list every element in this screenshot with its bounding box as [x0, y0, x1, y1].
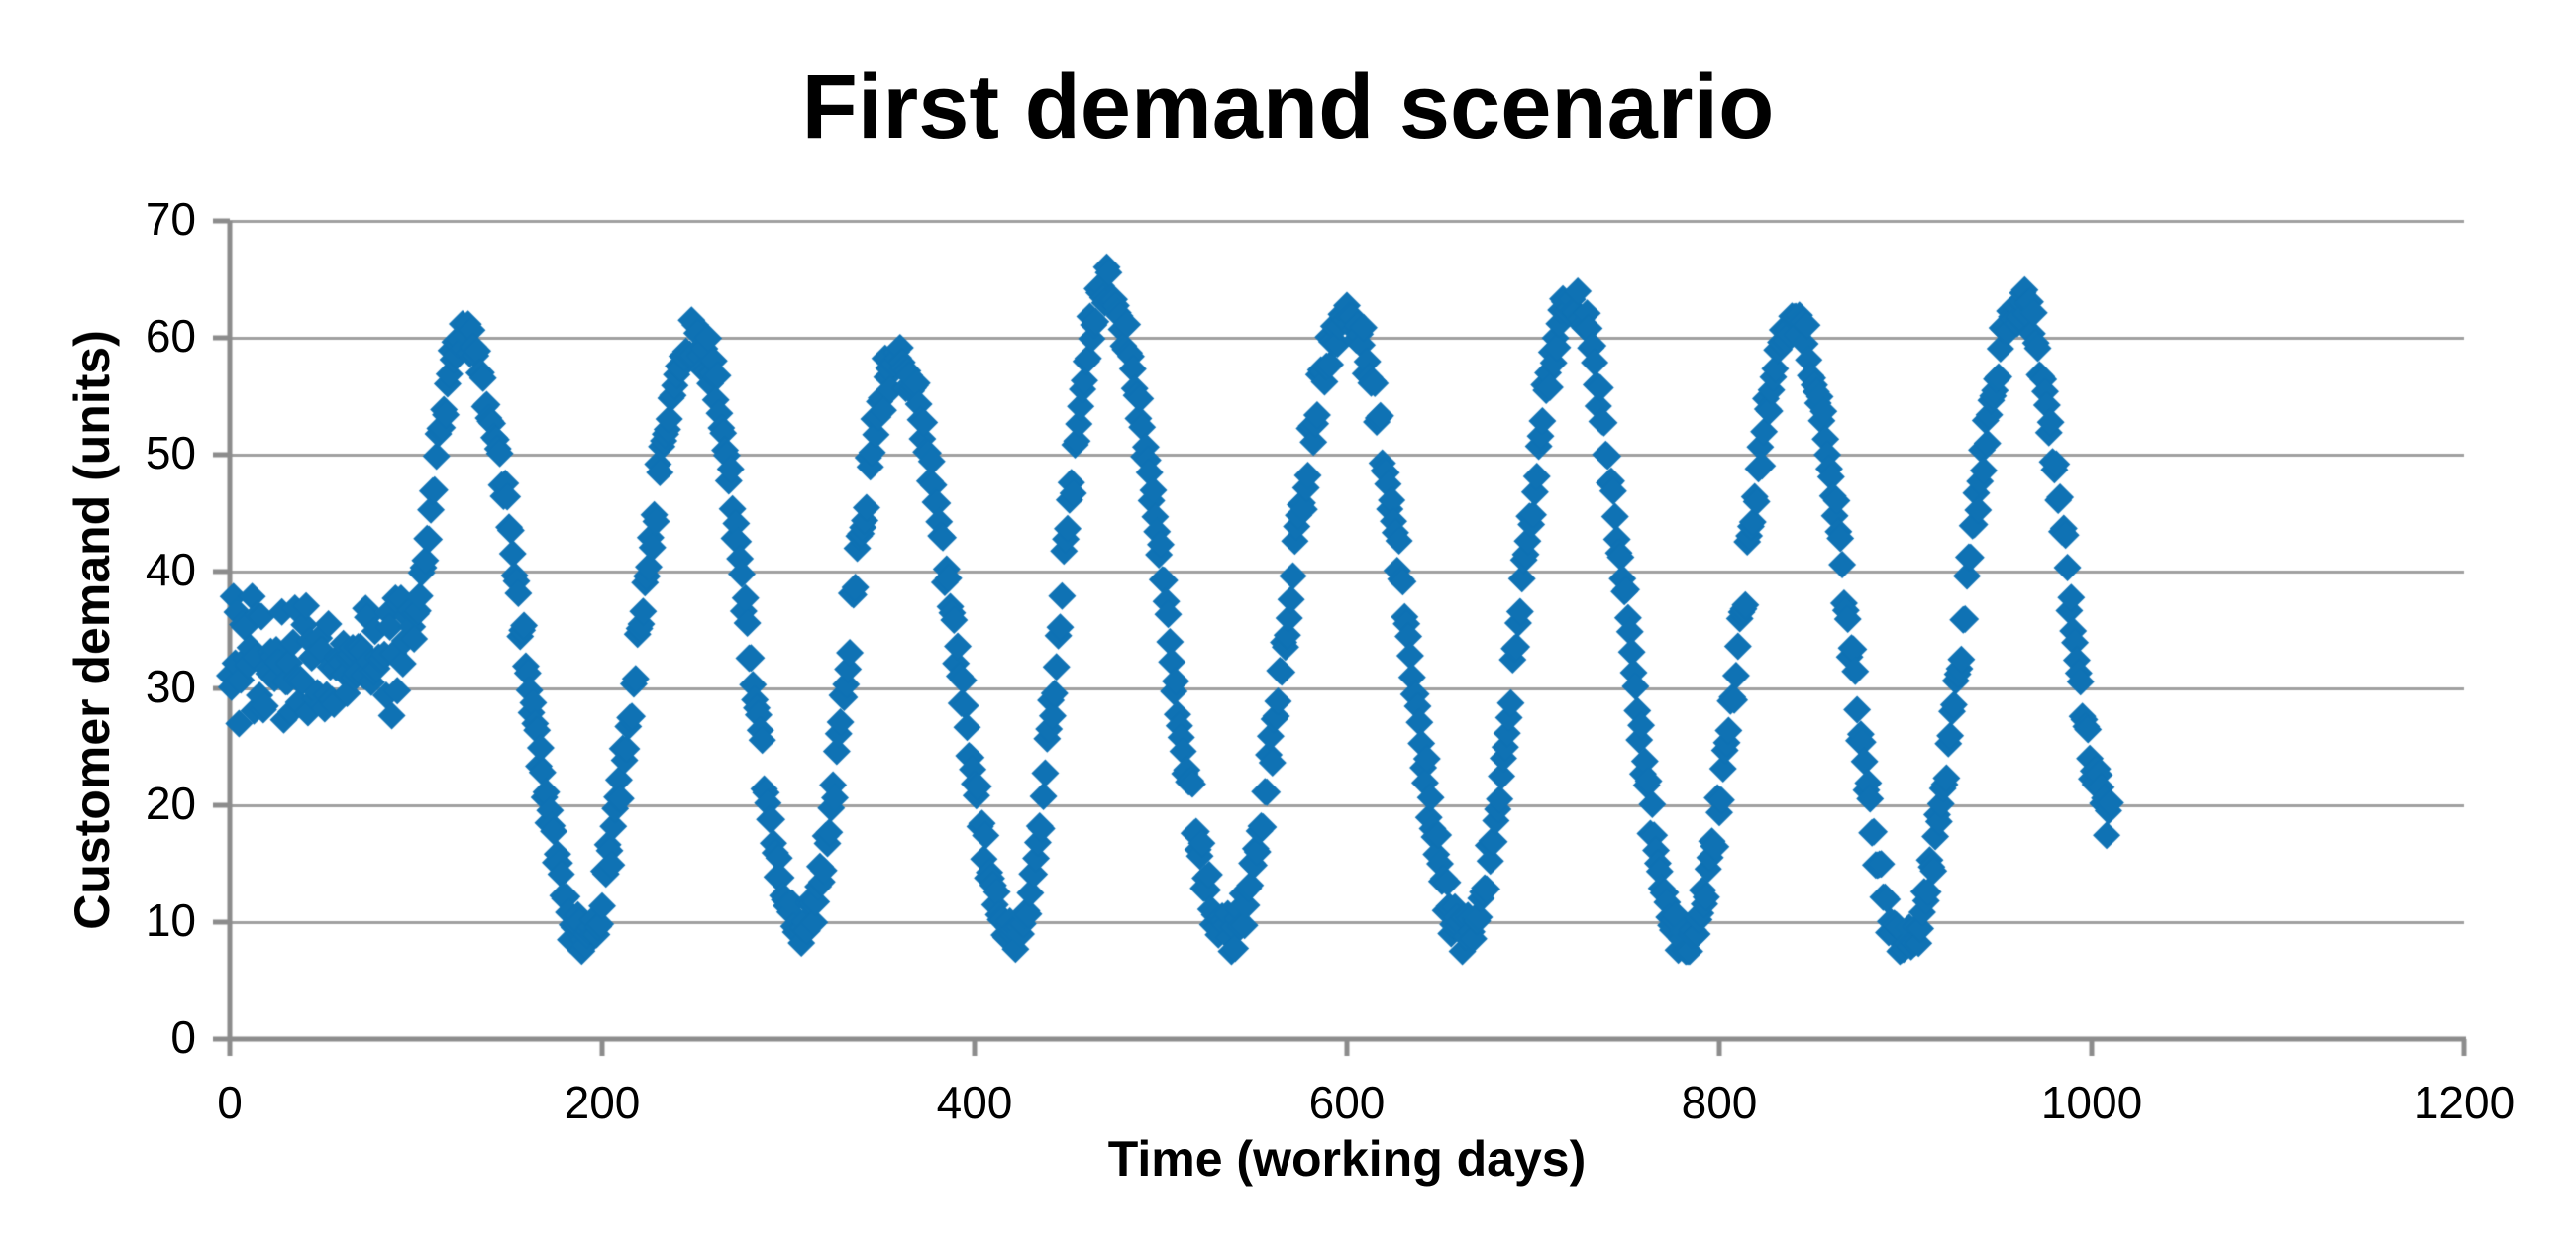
x-tick-label: 600: [1308, 1077, 1386, 1128]
x-tick-label: 1200: [2413, 1077, 2516, 1128]
x-tick-label: 1000: [2040, 1077, 2143, 1128]
x-tick-label: 800: [1681, 1077, 1758, 1128]
x-axis-title: Time (working days): [1107, 1131, 1587, 1187]
chart-title: First demand scenario: [801, 56, 1775, 157]
x-tick-label: 400: [936, 1077, 1013, 1128]
y-tick-label: 70: [145, 193, 196, 245]
y-tick-label: 50: [145, 427, 196, 478]
y-tick-label: 60: [145, 310, 196, 362]
x-tick-label: 200: [564, 1077, 641, 1128]
y-tick-label: 20: [145, 778, 196, 829]
x-tick-label: 0: [217, 1077, 243, 1128]
y-axis-title: Customer demand (units): [64, 330, 120, 930]
y-tick-label: 30: [145, 661, 196, 712]
y-tick-label: 10: [145, 894, 196, 946]
y-tick-label: 40: [145, 544, 196, 595]
y-tick-label: 0: [170, 1011, 196, 1063]
